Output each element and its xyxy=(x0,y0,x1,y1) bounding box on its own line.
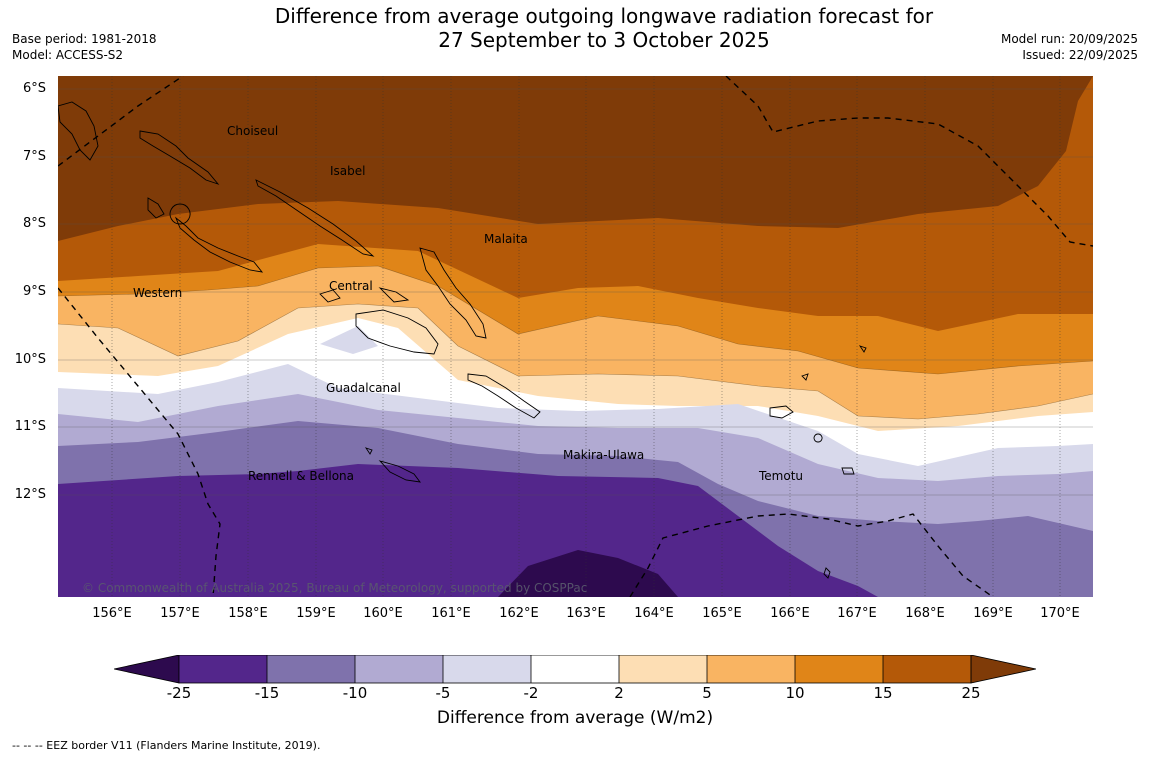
model-name: Model: ACCESS-S2 xyxy=(12,48,124,62)
colorbar-segment xyxy=(443,655,531,683)
eez-borders xyxy=(58,76,1093,597)
island-rennell xyxy=(378,460,422,483)
colorbar-extend-low xyxy=(114,655,180,684)
meta-right: Model run: 20/09/2025 Issued: 22/09/2025 xyxy=(1001,31,1138,63)
place-label: Makira-Ulawa xyxy=(563,448,645,462)
contour-lines xyxy=(58,265,1093,420)
lon-label: 161°E xyxy=(431,606,471,621)
colorbar-tick: -10 xyxy=(342,684,368,702)
place-label: Guadalcanal xyxy=(326,381,401,395)
contour-line-2 xyxy=(58,303,1093,420)
contour-bands xyxy=(58,76,1093,597)
lon-label: 167°E xyxy=(837,606,877,621)
colorbar-segment xyxy=(795,655,883,683)
contour-line-5 xyxy=(58,265,1093,375)
lon-label: 164°E xyxy=(634,606,674,621)
island-florida xyxy=(319,287,410,303)
island-vella-lavella xyxy=(147,197,165,219)
lon-label: 158°E xyxy=(228,606,268,621)
colorbar-segment xyxy=(531,655,619,683)
colorbar-segment xyxy=(883,655,971,683)
colorbar-segment xyxy=(179,655,267,683)
eez-border-west xyxy=(58,76,184,167)
lon-label: 160°E xyxy=(363,606,403,621)
lon-label: 156°E xyxy=(92,606,132,621)
colorbar-segment xyxy=(267,655,355,683)
island-choiseul xyxy=(139,130,220,185)
copyright-notice: © Commonwealth of Australia 2025, Bureau… xyxy=(82,581,588,595)
place-label: Central xyxy=(329,279,373,293)
place-label: Western xyxy=(133,286,183,300)
island-bougainville-tip xyxy=(58,101,99,161)
band-minus25-minus15 xyxy=(58,464,878,597)
colorbar xyxy=(114,655,1036,684)
lat-label: 6°S xyxy=(22,81,46,96)
title-line-2: 27 September to 3 October 2025 xyxy=(438,28,770,52)
lat-label: 11°S xyxy=(14,419,46,434)
island-vanikoro xyxy=(841,467,855,475)
lat-label: 12°S xyxy=(14,487,46,502)
meta-left: Base period: 1981-2018 Model: ACCESS-S2 xyxy=(12,31,157,63)
island-utupua xyxy=(813,433,823,443)
lon-label: 163°E xyxy=(566,606,606,621)
lon-label: 162°E xyxy=(499,606,539,621)
island-outlines xyxy=(58,101,867,579)
map-canvas xyxy=(58,76,1093,597)
latitude-lines xyxy=(58,88,1093,496)
model-run: Model run: 20/09/2025 xyxy=(1000,32,1138,46)
island-kolombangara xyxy=(169,203,191,225)
island-bellona xyxy=(364,447,373,455)
colorbar-tick: -15 xyxy=(254,684,280,702)
eez-border-southwest xyxy=(58,287,221,597)
lat-label: 7°S xyxy=(22,149,46,164)
lon-label: 166°E xyxy=(770,606,810,621)
place-label: Rennell & Bellona xyxy=(248,469,355,483)
colorbar-tick: -5 xyxy=(435,684,451,702)
colorbar-segment xyxy=(619,655,707,683)
lon-label: 168°E xyxy=(905,606,945,621)
base-period: Base period: 1981-2018 xyxy=(12,32,157,46)
place-label: Choiseul xyxy=(227,124,279,138)
colorbar-segment xyxy=(707,655,795,683)
colorbar-tick: 5 xyxy=(702,684,712,702)
lon-label: 165°E xyxy=(702,606,742,621)
lat-label: 9°S xyxy=(22,284,46,299)
title-line-1: Difference from average outgoing longwav… xyxy=(274,4,934,28)
place-label: Temotu xyxy=(759,469,804,483)
colorbar-tick: 25 xyxy=(961,684,981,702)
colorbar-tick: 2 xyxy=(614,684,624,702)
lat-label: 10°S xyxy=(14,352,46,367)
map-title: Difference from average outgoing longwav… xyxy=(0,4,1150,52)
island-isabel xyxy=(255,179,375,257)
issued-date: Issued: 22/09/2025 xyxy=(1022,48,1138,62)
colorbar-tick: -25 xyxy=(166,684,192,702)
colorbar-segment xyxy=(355,655,443,683)
island-new-georgia xyxy=(174,216,264,273)
eez-border-southeast xyxy=(629,513,994,597)
place-label: Isabel xyxy=(330,164,366,178)
lon-label: 170°E xyxy=(1040,606,1080,621)
band-below-minus25 xyxy=(498,550,678,597)
colorbar-tick: 10 xyxy=(785,684,805,702)
eez-footnote: -- -- -- EEZ border V11 (Flanders Marine… xyxy=(12,739,321,752)
lon-label: 159°E xyxy=(296,606,336,621)
island-santa-cruz xyxy=(769,405,794,419)
lon-label: 157°E xyxy=(160,606,200,621)
lon-label: 169°E xyxy=(973,606,1013,621)
island-makira xyxy=(467,373,541,419)
lat-label: 8°S xyxy=(22,216,46,231)
colorbar-tick: 15 xyxy=(873,684,893,702)
island-tikopia xyxy=(823,567,831,579)
colorbar-tick: -2 xyxy=(523,684,539,702)
colorbar-title: Difference from average (W/m2) xyxy=(436,708,714,728)
island-malaita xyxy=(419,247,487,339)
colorbar-extend-high xyxy=(970,655,1036,684)
place-label: Malaita xyxy=(484,232,528,246)
eez-border-northeast xyxy=(725,76,1093,247)
island-guadalcanal xyxy=(355,309,439,355)
island-reef xyxy=(801,345,867,381)
